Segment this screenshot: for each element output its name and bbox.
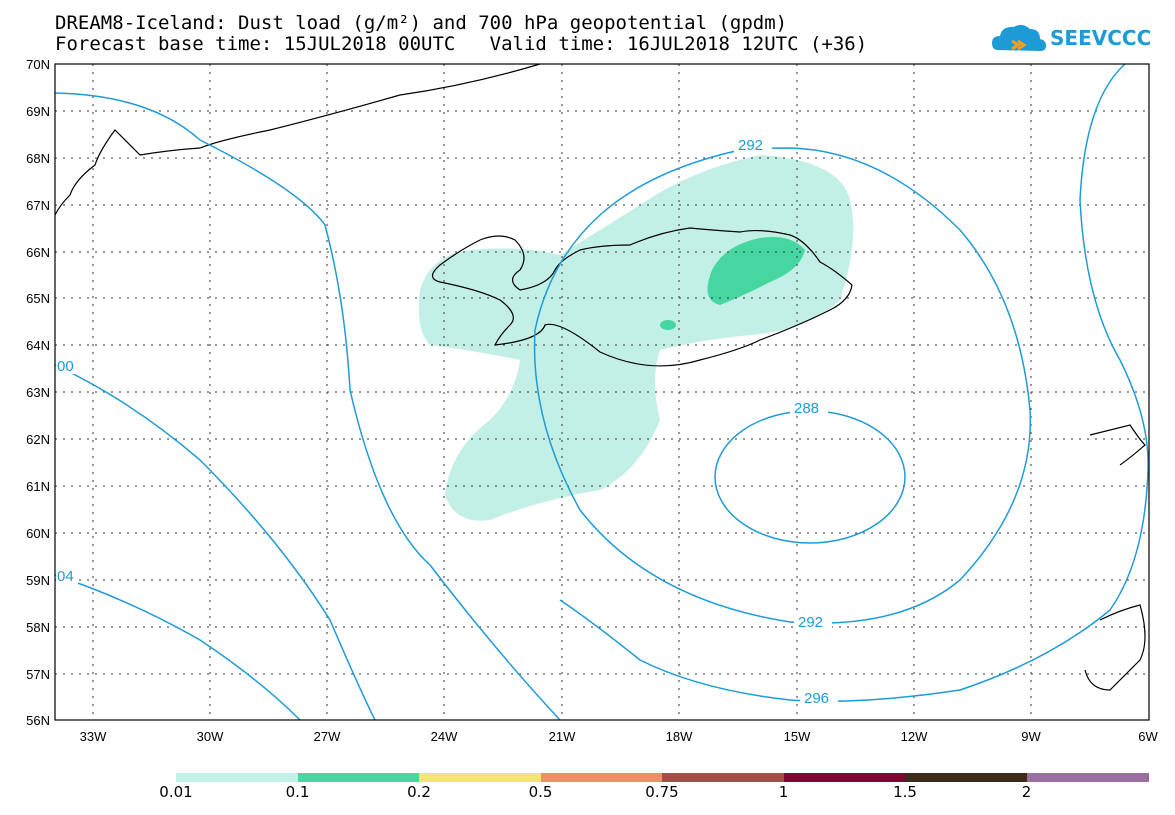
contour-label: 00 bbox=[57, 358, 74, 375]
colorbar-label: 0.2 bbox=[407, 783, 431, 801]
lat-label: 59N bbox=[26, 573, 50, 588]
contour-label: 292 bbox=[798, 614, 823, 631]
colorbar-swatch bbox=[662, 773, 784, 782]
lat-label: 57N bbox=[26, 667, 50, 682]
contour-label: 296 bbox=[804, 690, 829, 707]
lat-label: 66N bbox=[26, 245, 50, 260]
longitude-labels: 33W 30W 27W 24W 21W 18W 15W 12W 9W 6W bbox=[80, 729, 1159, 744]
lat-label: 67N bbox=[26, 198, 50, 213]
lat-label: 62N bbox=[26, 432, 50, 447]
contour-label: 288 bbox=[794, 400, 819, 417]
colorbar-swatch bbox=[905, 773, 1027, 782]
lon-label: 24W bbox=[431, 729, 458, 744]
colorbar-label: 0.5 bbox=[529, 783, 553, 801]
contour-label: 04 bbox=[57, 568, 74, 585]
lat-label: 68N bbox=[26, 151, 50, 166]
colorbar-swatch bbox=[1027, 773, 1149, 782]
colorbar-label: 2 bbox=[1022, 783, 1032, 801]
lat-label: 60N bbox=[26, 526, 50, 541]
lon-label: 33W bbox=[80, 729, 107, 744]
colorbar-swatch bbox=[419, 773, 541, 782]
lat-label: 61N bbox=[26, 479, 50, 494]
lon-label: 15W bbox=[784, 729, 811, 744]
lat-label: 58N bbox=[26, 620, 50, 635]
lat-label: 69N bbox=[26, 104, 50, 119]
colorbar-swatch bbox=[541, 773, 663, 782]
lon-label: 21W bbox=[549, 729, 576, 744]
lon-label: 30W bbox=[197, 729, 224, 744]
lon-label: 18W bbox=[666, 729, 693, 744]
latitude-labels: 70N 69N 68N 67N 66N 65N 64N 63N 62N 61N … bbox=[26, 57, 50, 728]
lat-label: 64N bbox=[26, 338, 50, 353]
colorbar-label: 0.01 bbox=[159, 783, 192, 801]
lat-label: 63N bbox=[26, 385, 50, 400]
colorbar-swatch bbox=[298, 773, 420, 782]
lon-label: 27W bbox=[314, 729, 341, 744]
lon-label: 12W bbox=[901, 729, 928, 744]
lat-label: 70N bbox=[26, 57, 50, 72]
lat-label: 56N bbox=[26, 713, 50, 728]
lon-label: 9W bbox=[1021, 729, 1041, 744]
contour-label: 292 bbox=[738, 137, 763, 154]
lat-label: 65N bbox=[26, 291, 50, 306]
colorbar-label: 1.5 bbox=[893, 783, 917, 801]
colorbar-label: 1 bbox=[779, 783, 789, 801]
lon-label: 6W bbox=[1138, 729, 1158, 744]
dust-load-shading bbox=[419, 155, 854, 521]
colorbar-swatch bbox=[784, 773, 906, 782]
colorbar-label: 0.75 bbox=[645, 783, 678, 801]
colorbar-label: 0.1 bbox=[286, 783, 310, 801]
colorbar-swatch bbox=[176, 773, 298, 782]
